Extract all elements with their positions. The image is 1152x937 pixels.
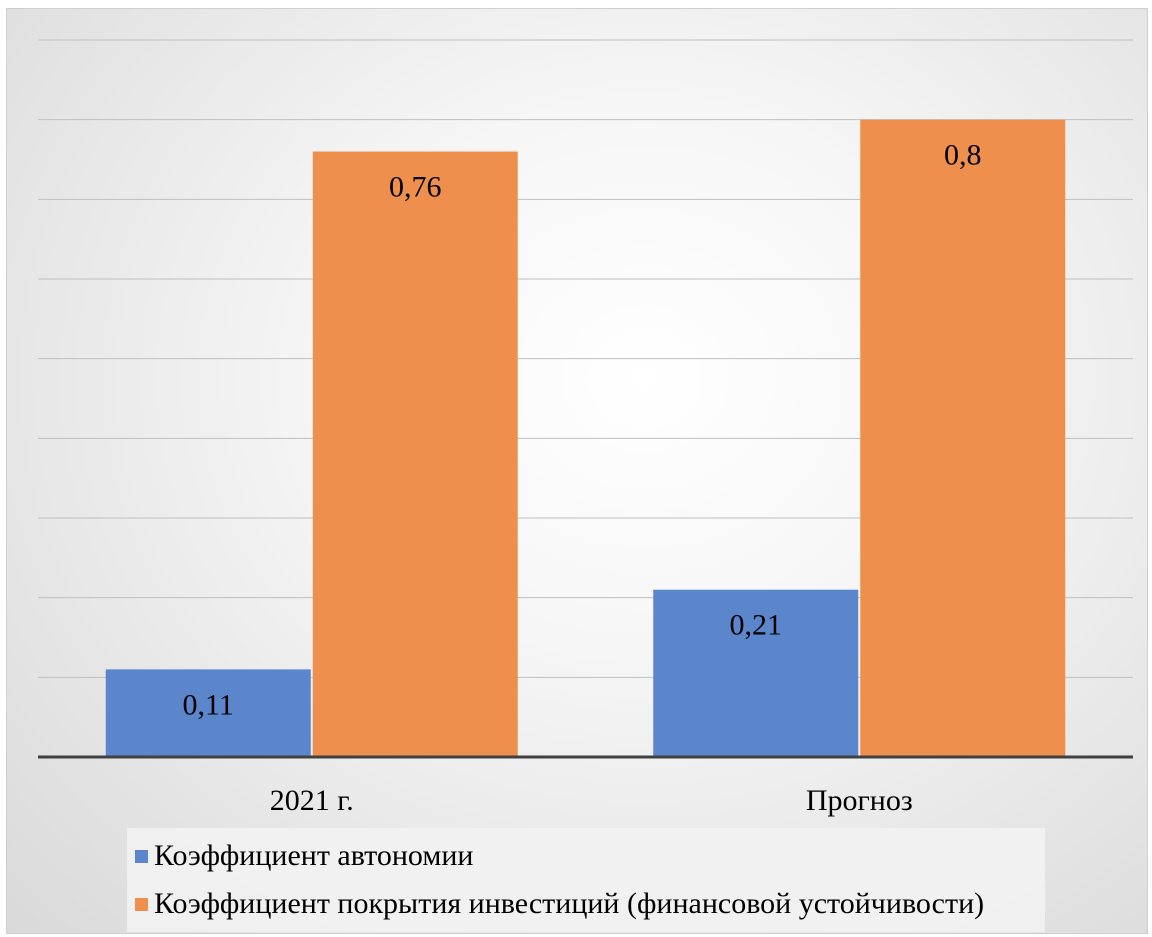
bars bbox=[105, 119, 1066, 758]
data-labels: 0,11 0,76 0,21 0,8 bbox=[183, 139, 982, 722]
legend-label-autonomy: Коэффициент автономии bbox=[154, 839, 474, 872]
data-label-coverage-0: 0,76 bbox=[389, 171, 442, 204]
category-label-1: Прогноз bbox=[806, 784, 913, 817]
bar-coverage-1 bbox=[860, 119, 1066, 757]
legend: Коэффициент автономии Коэффициент покрыт… bbox=[127, 828, 1045, 932]
data-label-autonomy-0: 0,11 bbox=[183, 688, 234, 721]
category-labels: 2021 г. Прогноз bbox=[270, 784, 913, 817]
bar-autonomy-1 bbox=[653, 589, 859, 757]
legend-swatch-autonomy bbox=[135, 849, 148, 863]
legend-label-coverage: Коэффициент покрытия инвестиций (финансо… bbox=[154, 887, 985, 920]
legend-item-autonomy: Коэффициент автономии bbox=[135, 836, 473, 876]
bar-autonomy-0 bbox=[105, 669, 311, 757]
category-label-0: 2021 г. bbox=[270, 784, 354, 817]
data-label-coverage-1: 0,8 bbox=[944, 139, 982, 172]
bar-coverage-0 bbox=[312, 151, 518, 758]
data-label-autonomy-1: 0,21 bbox=[730, 609, 783, 642]
legend-item-coverage: Коэффициент покрытия инвестиций (финансо… bbox=[135, 884, 984, 924]
legend-swatch-coverage bbox=[135, 897, 148, 911]
